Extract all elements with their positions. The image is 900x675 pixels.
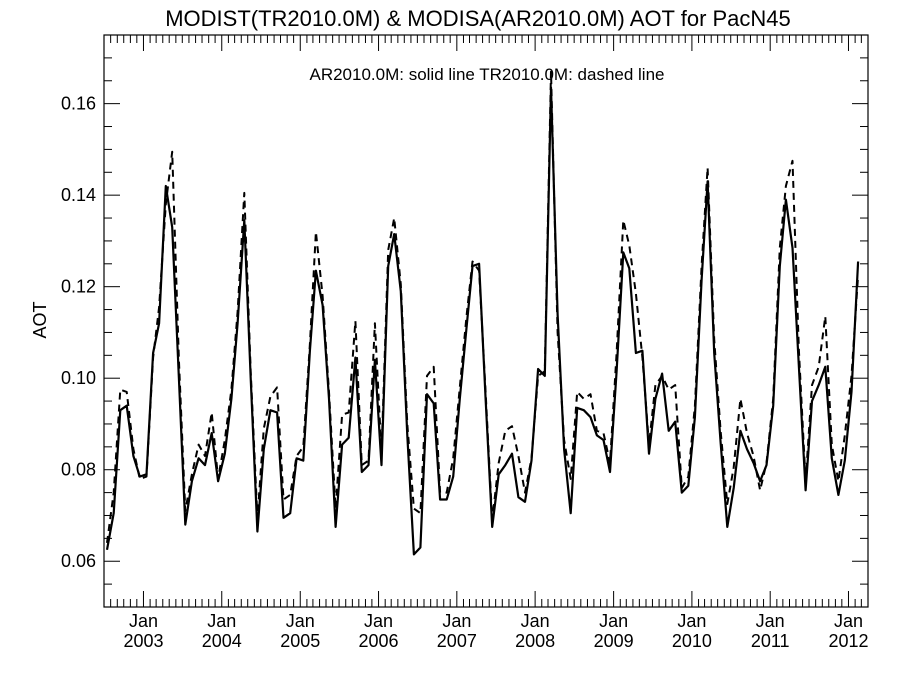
axis-ticks: 0.060.080.100.120.140.16Jan2003Jan2004Ja… bbox=[61, 34, 869, 651]
series-lines bbox=[105, 70, 860, 556]
x-tick-month-4: Jan bbox=[442, 611, 471, 631]
x-tick-year-2: 2005 bbox=[280, 631, 320, 651]
line-style-annotation: AR2010.0M: solid line TR2010.0M: dashed … bbox=[309, 65, 664, 84]
x-tick-month-0: Jan bbox=[129, 611, 158, 631]
y-tick-label-5: 0.16 bbox=[61, 94, 96, 114]
x-tick-year-6: 2009 bbox=[594, 631, 634, 651]
x-tick-year-9: 2012 bbox=[828, 631, 868, 651]
x-tick-year-3: 2006 bbox=[359, 631, 399, 651]
x-tick-year-7: 2010 bbox=[672, 631, 712, 651]
x-tick-month-1: Jan bbox=[207, 611, 236, 631]
x-tick-year-5: 2008 bbox=[515, 631, 555, 651]
x-tick-year-1: 2004 bbox=[202, 631, 242, 651]
y-tick-label-3: 0.12 bbox=[61, 277, 96, 297]
plot-frame bbox=[103, 34, 869, 608]
y-tick-label-1: 0.08 bbox=[61, 460, 96, 480]
x-tick-month-9: Jan bbox=[834, 611, 863, 631]
x-tick-month-6: Jan bbox=[599, 611, 628, 631]
x-tick-month-2: Jan bbox=[286, 611, 315, 631]
x-tick-year-0: 2003 bbox=[123, 631, 163, 651]
series-line-ar2010-0m bbox=[105, 86, 860, 556]
y-axis-label: AOT bbox=[30, 301, 50, 338]
chart-title: MODIST(TR2010.0M) & MODISA(AR2010.0M) AO… bbox=[165, 6, 791, 31]
x-tick-month-5: Jan bbox=[521, 611, 550, 631]
y-tick-label-0: 0.06 bbox=[61, 551, 96, 571]
x-tick-month-3: Jan bbox=[364, 611, 393, 631]
x-tick-month-8: Jan bbox=[756, 611, 785, 631]
series-line-tr2010-0m bbox=[106, 70, 860, 544]
x-tick-year-8: 2011 bbox=[751, 631, 790, 651]
x-tick-year-4: 2007 bbox=[437, 631, 477, 651]
x-tick-month-7: Jan bbox=[677, 611, 706, 631]
y-tick-label-4: 0.14 bbox=[61, 185, 96, 205]
y-tick-label-2: 0.10 bbox=[61, 368, 96, 388]
